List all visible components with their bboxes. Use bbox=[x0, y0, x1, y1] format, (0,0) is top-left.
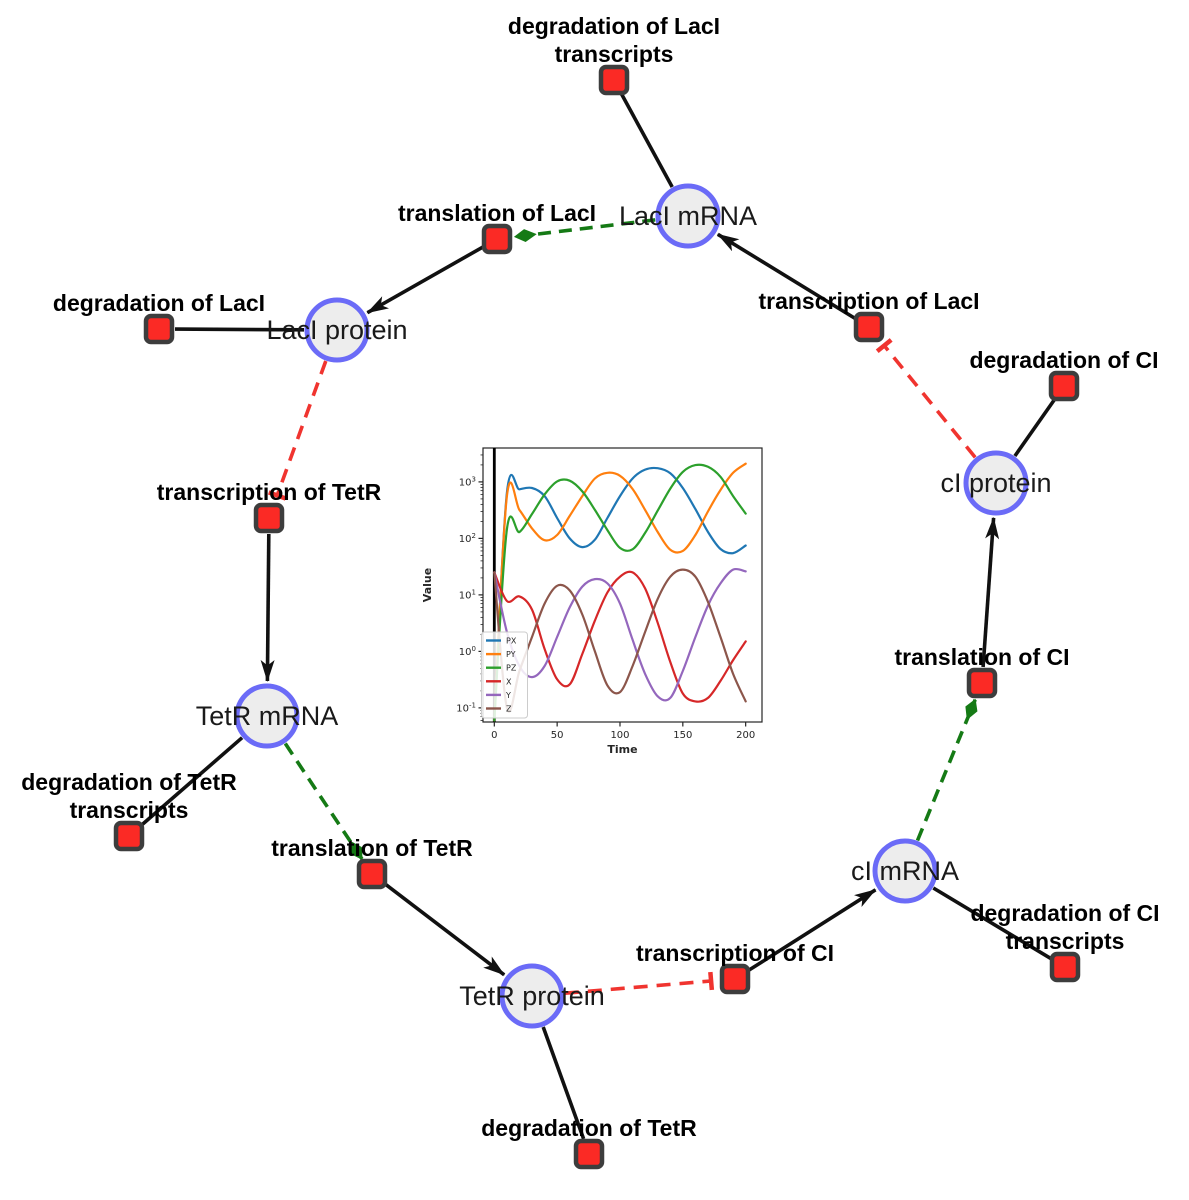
edge-inhibition-laci-protein-to-transcription-of-tetr bbox=[267, 360, 328, 501]
reaction-node-degradation-of-tetr bbox=[573, 1138, 605, 1170]
y-axis-title: Value bbox=[421, 568, 434, 602]
reaction-label-degradation-of-laci-transcripts: transcripts bbox=[555, 41, 674, 67]
edge-modifier-laci-mrna-to-translation-of-laci bbox=[513, 218, 656, 243]
species-node-laci-mrna bbox=[655, 183, 721, 249]
chart-series bbox=[493, 462, 747, 722]
edge-consumption-tetr-protein-to-degradation-of-tetr bbox=[541, 1026, 586, 1140]
edge-production-transcription-of-tetr-to-tetr-mrna bbox=[260, 533, 275, 682]
edge-production-translation-of-tetr-to-tetr-protein bbox=[383, 882, 506, 977]
reaction-node-degradation-of-tetr-transcripts bbox=[113, 820, 145, 852]
edge-production-transcription-of-ci-to-ci-mrna bbox=[747, 888, 877, 972]
chart-axes: 0 50 100 150 200 10-1 100 101 102 103 Time Value bbox=[421, 447, 763, 756]
edge-inhibition-ci-protein-to-transcription-of-laci bbox=[875, 338, 977, 459]
y-tick-label: 100 bbox=[459, 645, 476, 658]
reaction-node-degradation-of-laci-transcripts bbox=[598, 64, 630, 96]
reaction-node-degradation-of-laci bbox=[143, 313, 175, 345]
reaction-label-translation-of-ci: translation of CI bbox=[894, 644, 1069, 670]
reaction-label-translation-of-tetr: translation of TetR bbox=[271, 835, 473, 861]
y-tick-label: 101 bbox=[459, 588, 476, 601]
reaction-label-degradation-of-tetr-transcripts: transcripts bbox=[70, 797, 189, 823]
reaction-node-translation-of-tetr bbox=[356, 858, 388, 890]
y-tick-label: 103 bbox=[459, 475, 476, 488]
reaction-label-degradation-of-tetr-transcripts: degradation of TetR bbox=[21, 769, 237, 795]
edge-consumption-laci-mrna-to-degradation-of-laci-transcripts bbox=[620, 93, 674, 188]
edge-consumption-laci-protein-to-degradation-of-laci bbox=[174, 327, 305, 332]
edge-modifier-tetr-mrna-to-translation-of-tetr bbox=[283, 742, 364, 860]
reaction-node-degradation-of-ci bbox=[1048, 370, 1080, 402]
species-label-laci-protein: LacI protein bbox=[266, 315, 407, 345]
species-node-ci-protein bbox=[963, 450, 1029, 516]
edge-consumption-ci-protein-to-degradation-of-ci bbox=[1013, 398, 1057, 458]
reaction-label-degradation-of-laci-transcripts: degradation of LacI bbox=[508, 13, 720, 39]
reaction-node-transcription-of-tetr bbox=[253, 502, 285, 534]
x-tick-label: 50 bbox=[551, 730, 564, 741]
x-axis-title: Time bbox=[607, 743, 637, 756]
species-label-tetr-protein: TetR protein bbox=[459, 981, 605, 1011]
reaction-label-degradation-of-ci: degradation of CI bbox=[969, 347, 1158, 373]
reaction-label-degradation-of-ci-transcripts: degradation of CI bbox=[970, 900, 1159, 926]
legend-label-Z: Z bbox=[506, 705, 512, 714]
legend-label-Y: Y bbox=[505, 691, 511, 700]
edge-consumption-ci-mrna-to-degradation-of-ci-transcripts bbox=[932, 886, 1053, 961]
x-tick-label: 100 bbox=[610, 730, 629, 741]
reaction-node-translation-of-ci bbox=[966, 667, 998, 699]
legend-label-PZ: PZ bbox=[506, 664, 517, 673]
labels-layer: degradation of LacItranscriptstranslatio… bbox=[21, 13, 1159, 1141]
species-label-ci-protein: cI protein bbox=[940, 468, 1051, 498]
edge-production-translation-of-ci-to-ci-protein bbox=[981, 516, 1000, 668]
x-tick-label: 200 bbox=[736, 730, 755, 741]
species-node-laci-protein bbox=[304, 297, 370, 363]
legend-box bbox=[481, 631, 528, 719]
reaction-label-transcription-of-ci: transcription of CI bbox=[636, 940, 834, 966]
y-tick-label: 10-1 bbox=[456, 701, 476, 714]
reaction-label-degradation-of-ci-transcripts: transcripts bbox=[1006, 928, 1125, 954]
series-line-X bbox=[493, 570, 747, 703]
legend-label-PY: PY bbox=[506, 650, 516, 659]
series-line-Z bbox=[493, 568, 747, 713]
species-node-ci-mrna bbox=[872, 838, 938, 904]
species-node-tetr-mrna bbox=[234, 683, 300, 749]
edges-layer bbox=[139, 93, 1057, 1140]
reaction-label-translation-of-laci: translation of LacI bbox=[398, 200, 596, 226]
nodes-layer bbox=[113, 64, 1081, 1170]
x-tick-label: 0 bbox=[491, 730, 497, 741]
reaction-label-transcription-of-tetr: transcription of TetR bbox=[157, 479, 382, 505]
chart-legend: PX PY PZ XYZ bbox=[481, 631, 528, 719]
x-tick-label: 150 bbox=[673, 730, 692, 741]
series-line-Y bbox=[493, 567, 747, 702]
edge-modifier-ci-mrna-to-translation-of-ci bbox=[915, 698, 978, 842]
species-label-tetr-mrna: TetR mRNA bbox=[196, 701, 339, 731]
reaction-node-translation-of-laci bbox=[481, 223, 513, 255]
reaction-label-transcription-of-laci: transcription of LacI bbox=[758, 288, 979, 314]
y-tick-label: 102 bbox=[459, 532, 476, 545]
legend-label-PX: PX bbox=[506, 637, 517, 646]
species-node-tetr-protein bbox=[499, 963, 565, 1029]
edge-consumption-tetr-mrna-to-degradation-of-tetr-transcripts bbox=[139, 736, 244, 827]
reaction-label-degradation-of-laci: degradation of LacI bbox=[53, 290, 265, 316]
reaction-label-degradation-of-tetr: degradation of TetR bbox=[481, 1115, 697, 1141]
species-label-laci-mrna: LacI mRNA bbox=[619, 201, 757, 231]
species-label-ci-mrna: cI mRNA bbox=[851, 856, 959, 886]
edge-production-transcription-of-laci-to-laci-mrna bbox=[716, 232, 857, 321]
legend-label-X: X bbox=[506, 677, 512, 686]
reaction-node-transcription-of-laci bbox=[853, 311, 885, 343]
reaction-node-transcription-of-ci bbox=[719, 963, 751, 995]
reaction-node-degradation-of-ci-transcripts bbox=[1049, 951, 1081, 983]
series-line-PZ bbox=[493, 463, 747, 722]
edge-inhibition-tetr-protein-to-transcription-of-ci bbox=[564, 971, 715, 995]
edge-production-translation-of-laci-to-laci-protein bbox=[366, 245, 484, 315]
timecourse-inset-chart: 0 50 100 150 200 10-1 100 101 102 103 Time Value PX… bbox=[421, 447, 763, 756]
